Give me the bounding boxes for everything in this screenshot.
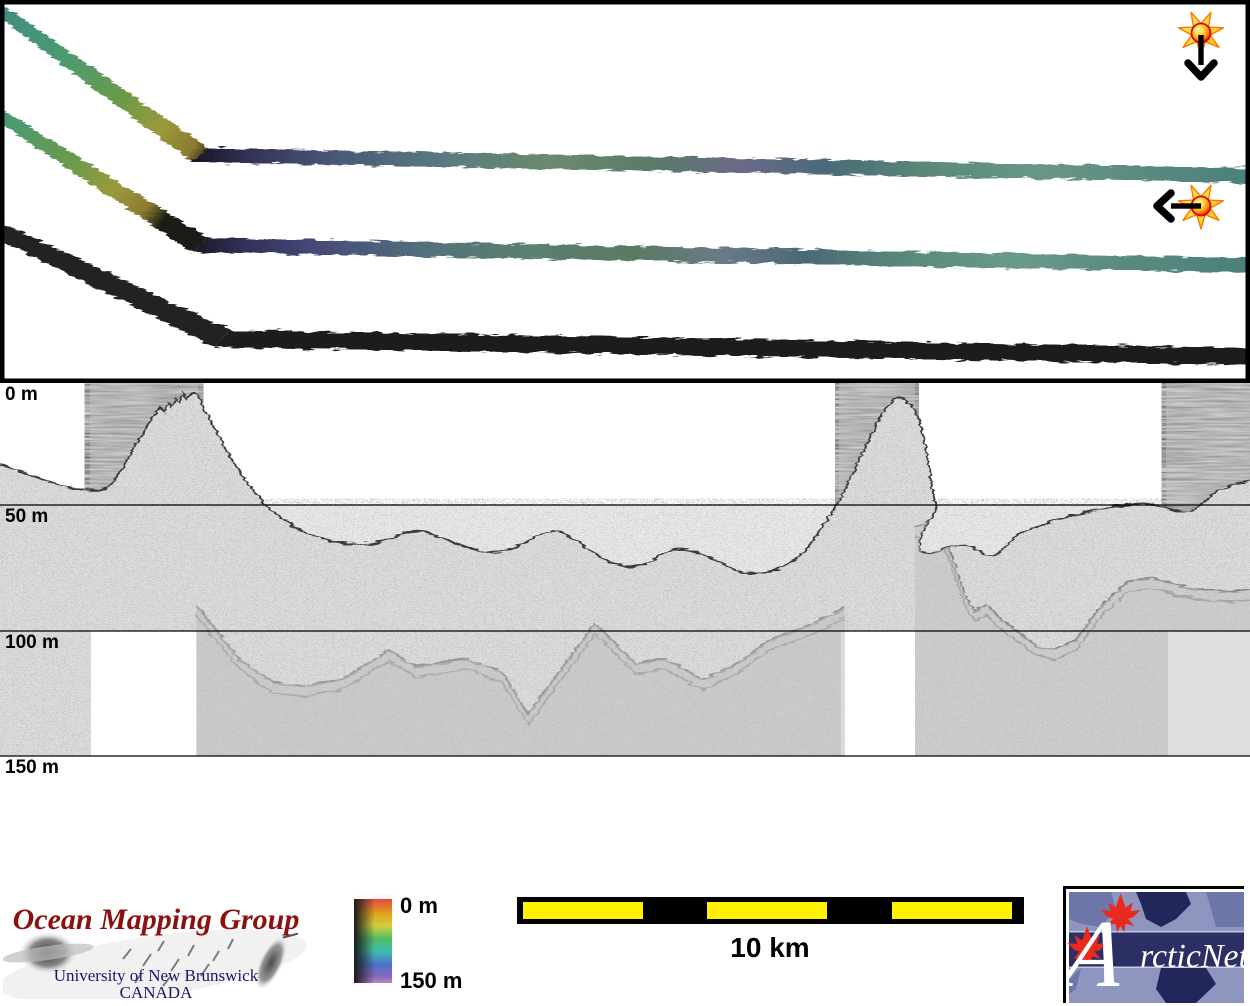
svg-text:150 m: 150 m [5,757,59,778]
svg-text:50 m: 50 m [5,506,48,527]
svg-text:0 m: 0 m [5,384,38,405]
svg-text:rcticNet: rcticNet [1140,938,1247,975]
svg-text:10 km: 10 km [730,932,809,963]
svg-text:150 m: 150 m [400,968,462,991]
svg-text:0 m: 0 m [400,893,438,918]
svg-text:Ocean Mapping Group: Ocean Mapping Group [13,903,300,936]
svg-text:100 m: 100 m [5,632,59,653]
svg-text:CANADA: CANADA [120,983,193,999]
